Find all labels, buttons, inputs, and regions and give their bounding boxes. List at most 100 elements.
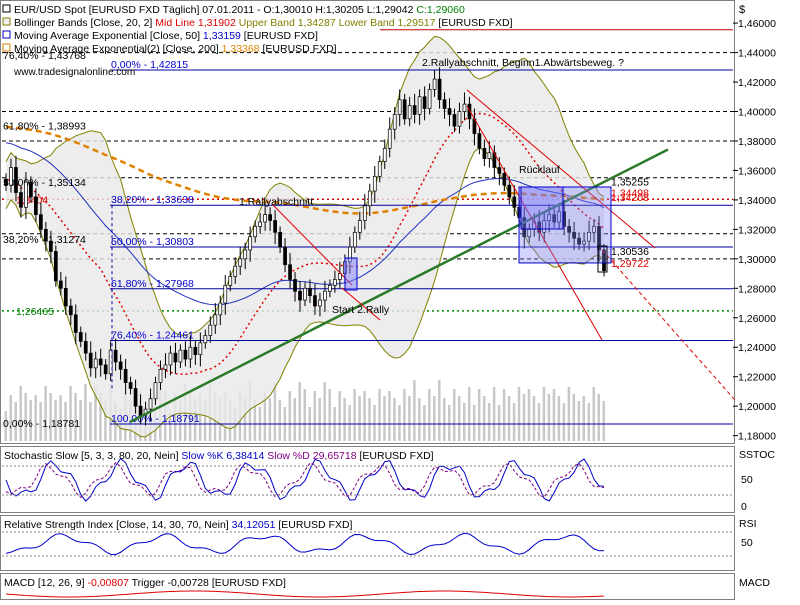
chart-legend: EUR/USD Spot [EURUSD FXD Täglich] 07.01.… [2, 4, 745, 78]
candle-body [278, 231, 282, 248]
volume-bar [552, 389, 556, 441]
candle-body [392, 114, 397, 130]
volume-bar [537, 403, 541, 441]
volume-bar [59, 395, 62, 441]
main-panel-frame [0, 0, 735, 444]
bollinger-upper-band [5, 35, 605, 337]
volume-bar [338, 391, 341, 441]
legend-marker-ema50 [2, 30, 11, 39]
price-tick-label: 1,42000 [738, 77, 776, 89]
candle-body [113, 349, 118, 363]
annotations: 1.Rallyabschnitt Start 2.Rally 2.Rallyab… [239, 57, 624, 316]
candle-body [93, 358, 98, 369]
level-left-label: 1,26465 [16, 306, 54, 318]
candle-body [213, 314, 218, 326]
volume-bar [49, 393, 52, 441]
candle-body [4, 178, 8, 186]
volume-bar [522, 394, 526, 441]
candle-body [308, 287, 312, 297]
volume-bar [253, 400, 257, 441]
volume-bar [507, 396, 511, 441]
candle-body [88, 352, 93, 369]
price-tick-label: 1,36000 [738, 165, 776, 177]
candle-body [557, 211, 562, 223]
volume-bar [433, 396, 436, 441]
currency-symbol: $ [739, 4, 745, 16]
volume-bar [423, 405, 426, 441]
rsi-tick-50: 50 [741, 537, 753, 549]
volume-bar [408, 396, 411, 441]
ema-200-line [5, 125, 605, 215]
candle-body [19, 192, 23, 208]
volume-bar [99, 393, 102, 441]
price-tick-label: 1,20000 [738, 401, 776, 413]
candle-body [44, 229, 48, 242]
candle-body [387, 128, 392, 149]
fib-level-label: 100,00% - 1,18791 [111, 413, 200, 425]
volume-bar [39, 402, 42, 441]
price-marker-label: 1,35255 [611, 176, 649, 188]
candle-body [273, 220, 277, 233]
volume-bar [477, 389, 481, 441]
volume-bar [577, 401, 581, 441]
volume-bar [89, 402, 92, 441]
candle-body [83, 340, 88, 354]
volume-bar [472, 405, 476, 441]
candle-body [352, 231, 357, 248]
volume-bar [343, 398, 346, 441]
level-left-label: 1,3404 [16, 194, 48, 206]
volume-bar [383, 396, 386, 441]
candle-body [198, 342, 203, 355]
bollinger-band-fill [6, 36, 604, 437]
candle-body [567, 226, 571, 233]
candle-body [602, 249, 606, 271]
candle-body [233, 265, 238, 277]
candle-body [283, 246, 287, 266]
candle-body [168, 352, 173, 366]
candle-body [173, 352, 178, 363]
volume-bar [393, 398, 396, 441]
volume-bar [74, 393, 77, 441]
fib-level-label: 0,00% - 1,42815 [111, 59, 188, 71]
legend-line-price: EUR/USD Spot [EURUSD FXD Täglich] 07.01.… [14, 4, 465, 16]
volume-bar [527, 389, 531, 441]
volume-bar [198, 393, 202, 441]
volume-bar [582, 396, 586, 441]
candle-body [442, 99, 447, 109]
candle-body [138, 405, 143, 416]
volume-bar [378, 389, 381, 441]
candle-body [238, 258, 243, 267]
candle-body [462, 103, 467, 112]
stochastic-tick-0: 0 [741, 501, 747, 513]
candle-body [253, 226, 258, 238]
price-tick-label: 1,30000 [738, 254, 776, 266]
volume-bar [597, 394, 601, 441]
red-correction-line [271, 203, 353, 286]
candle-body [417, 96, 422, 115]
volume-bar [572, 394, 576, 441]
volume-bar [19, 386, 22, 441]
volume-bar [457, 396, 461, 441]
price-marker-label: 1,29722 [611, 258, 649, 270]
candle-body [323, 290, 327, 301]
candle-body [218, 302, 223, 316]
candle-body [34, 196, 38, 215]
ruecklauf-box [520, 186, 564, 230]
volume-bar [173, 393, 177, 441]
fib-level-label: 50,00% - 1,30803 [111, 236, 194, 248]
price-marker-label: 1,34498 [611, 188, 649, 200]
candle-body [547, 214, 552, 221]
candle-body [367, 190, 372, 207]
legend-line-ema200: Moving Average Exponential(2) [Close, 20… [14, 43, 337, 55]
candle-body [497, 167, 502, 174]
volume-bar [482, 396, 486, 441]
volume-bar [298, 382, 302, 441]
annotation-rally2-title: 2.Rallyabschnitt, Beginn1.Abwärtsbeweg. … [422, 57, 624, 69]
candle-body [263, 214, 267, 223]
price-tick-label: 1,26000 [738, 313, 776, 325]
volume-bar [467, 387, 471, 441]
start-rally-box [344, 257, 358, 291]
candle-body [29, 181, 33, 198]
price-tick-label: 1,40000 [738, 107, 776, 119]
